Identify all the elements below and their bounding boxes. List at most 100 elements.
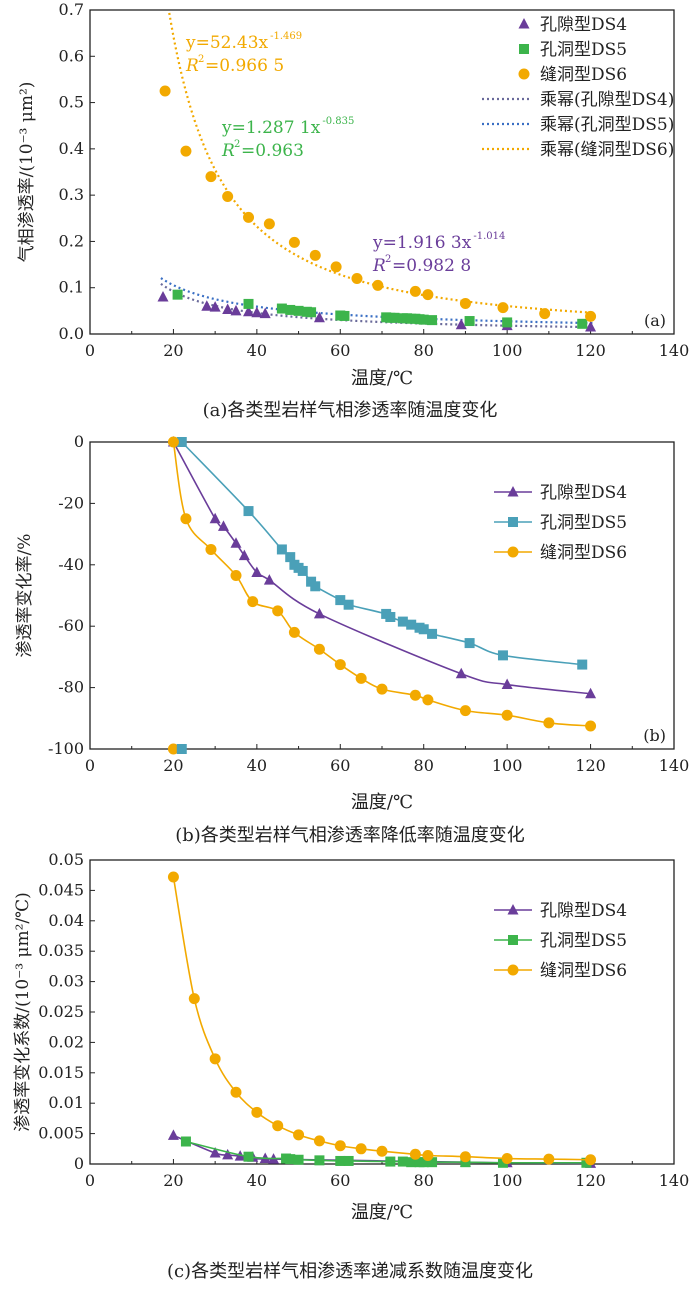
legend-label: 乘幂(孔洞型DS5): [540, 115, 674, 135]
legend-marker: [507, 964, 519, 976]
chart-panel-c: 0 20 40 60 80 100 120 140 0 0.005 0.01 0.015 0.02 0.0…: [13, 850, 689, 1282]
data-point: [285, 304, 296, 315]
data-point: [201, 300, 213, 311]
data-point: [585, 720, 597, 732]
data-point: [159, 85, 171, 97]
fit-r2-symbol: R: [185, 56, 199, 76]
y-axis-label: 气相渗透率/(10⁻³ μm²): [17, 82, 37, 263]
data-point: [539, 308, 551, 320]
x-tick-label: 20: [163, 756, 183, 775]
data-point: [585, 321, 597, 332]
data-point: [285, 1154, 296, 1165]
data-point: [205, 543, 217, 555]
fit-exponent: -1.469: [270, 31, 302, 42]
data-point: [335, 1155, 346, 1166]
x-tick-label: 60: [330, 756, 350, 775]
y-tick-label: 0.015: [38, 1063, 84, 1082]
data-point: [251, 1106, 263, 1118]
data-point: [501, 678, 513, 690]
data-point: [251, 566, 263, 577]
data-point: [343, 599, 354, 610]
data-point: [310, 581, 321, 592]
fit-equation: y=52.43x: [185, 33, 269, 53]
figure-caption: (b)各类型岩样气相渗透率降低率随温度变化: [175, 825, 525, 846]
fit-equation: y=1.287 1x: [221, 118, 321, 138]
fit-r2-superscript: 2: [385, 254, 391, 265]
data-point: [355, 672, 367, 684]
data-point: [577, 318, 588, 329]
data-point: [422, 1149, 434, 1161]
data-point: [409, 1148, 421, 1160]
x-tick-label: 80: [414, 1171, 434, 1190]
legend-marker: [507, 546, 519, 558]
data-point: [313, 643, 325, 655]
y-axis-label: 渗透率变化率/%: [15, 534, 35, 658]
data-point: [376, 1145, 388, 1157]
data-point: [385, 1156, 396, 1167]
series-line: [172, 441, 591, 727]
data-point: [464, 316, 475, 327]
x-tick-label: 120: [575, 341, 606, 360]
x-tick-label: 140: [659, 1171, 690, 1190]
data-point: [577, 659, 588, 670]
y-tick-label: 0.045: [38, 880, 84, 899]
data-point: [243, 211, 255, 223]
data-point: [293, 1129, 305, 1141]
data-point: [455, 318, 467, 330]
y-tick-label: 0.035: [38, 941, 84, 960]
chart-panel-a: 0 20 40 60 80 100 120 140 0.0 0.1 0.2 0.3 0.4 0.5 0.6 0…: [17, 0, 689, 421]
data-point: [501, 1153, 513, 1165]
data-point: [409, 285, 421, 297]
fit-equation: y=1.916 3x: [372, 233, 472, 253]
x-tick-label: 40: [247, 341, 267, 360]
fit-r2-value: =0.966 5: [205, 56, 284, 76]
fit-r2-symbol: R: [372, 256, 386, 276]
legend-label: 缝洞型DS6: [540, 65, 627, 85]
data-point: [313, 1135, 325, 1147]
fit-r2-symbol: R: [221, 141, 235, 161]
x-tick-label: 140: [659, 756, 690, 775]
data-point: [418, 314, 429, 325]
y-tick-label: 0.3: [59, 185, 84, 204]
y-tick-label: 0.005: [38, 1124, 84, 1143]
legend-marker: [518, 68, 530, 80]
data-point: [497, 1157, 508, 1168]
data-point: [459, 705, 471, 717]
legend-label: 孔隙型DS4: [540, 483, 627, 503]
legend-marker: [508, 517, 518, 527]
x-tick-label: 40: [247, 756, 267, 775]
figure-caption: (a)各类型岩样气相渗透率随温度变化: [203, 400, 498, 421]
y-tick-label: 0: [74, 432, 84, 451]
chart-panel-b: 0 20 40 60 80 100 120 140 -100 -80 -60 -40 -20 0 温度/℃ 渗…: [15, 432, 689, 846]
y-tick-label: -80: [58, 678, 84, 697]
data-point: [306, 307, 317, 318]
y-axis-label: 渗透率变化系数/(10⁻³ μm²/℃): [13, 892, 33, 1132]
data-point: [427, 628, 438, 639]
data-point: [259, 307, 271, 319]
data-point: [180, 145, 192, 157]
x-tick-label: 20: [163, 341, 183, 360]
legend-label: 孔洞型DS5: [540, 40, 627, 60]
y-tick-label: 0.6: [59, 46, 84, 65]
panel-label: (b): [643, 726, 666, 745]
data-point: [167, 436, 179, 448]
data-point: [167, 871, 179, 883]
fit-r2-superscript: 2: [234, 139, 240, 150]
y-tick-label: -60: [58, 616, 84, 635]
y-tick-label: -40: [58, 555, 84, 574]
data-point: [247, 596, 259, 608]
data-point: [309, 249, 321, 261]
y-tick-label: 0.5: [59, 93, 84, 112]
data-point: [459, 1151, 471, 1163]
data-point: [251, 306, 263, 318]
data-point: [243, 506, 254, 517]
data-point: [243, 1151, 254, 1162]
legend-label: 孔隙型DS4: [540, 15, 627, 35]
data-point: [176, 437, 187, 447]
data-point: [167, 1129, 179, 1140]
data-point: [397, 616, 408, 627]
data-point: [217, 520, 229, 531]
legend-label: 缝洞型DS6: [540, 961, 627, 981]
data-point: [288, 236, 300, 248]
data-point: [397, 1156, 408, 1167]
